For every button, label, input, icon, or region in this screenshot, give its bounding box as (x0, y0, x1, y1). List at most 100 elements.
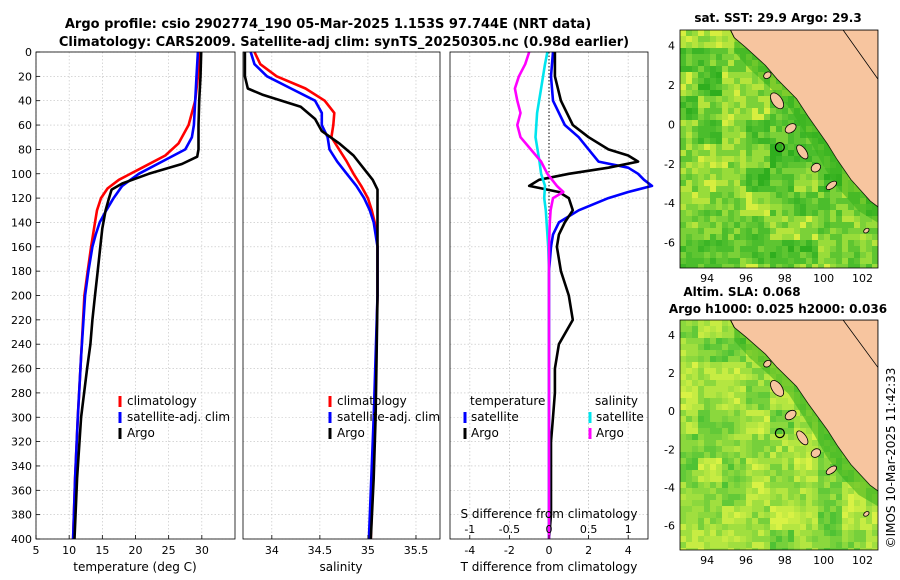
map-y-tick-label: 0 (668, 118, 675, 131)
x-tick-label: 5 (33, 544, 40, 557)
legend-climatology: climatology (337, 394, 407, 408)
island (863, 227, 870, 234)
y-tick-label: 260 (11, 363, 32, 376)
map-x-tick-label: 100 (813, 272, 834, 285)
x-top-tick-label: -0.5 (499, 523, 520, 536)
map-y-tick-label: -4 (664, 197, 675, 210)
island (796, 144, 809, 160)
map-x-tick-label: 96 (739, 554, 753, 567)
legend-salinity-heading: salinity (595, 394, 638, 408)
temperature-xlabel: temperature (deg C) (73, 560, 196, 574)
island (825, 180, 838, 191)
malay-peninsula (842, 30, 878, 80)
salinity-xlabel: salinity (319, 560, 362, 574)
y-tick-label: 160 (11, 241, 32, 254)
map-y-tick-label: -6 (664, 236, 675, 249)
map-x-tick-label: 102 (852, 554, 873, 567)
sla-map-subtitle: Argo h1000: 0.025 h2000: 0.036 (669, 302, 887, 316)
y-tick-label: 140 (11, 216, 32, 229)
island (810, 162, 821, 173)
imos-watermark: ©IMOS 10-Mar-2025 11:42:33 (884, 368, 898, 549)
x-tick-label: 2 (585, 544, 592, 557)
x-tick-label: 15 (95, 544, 109, 557)
map-y-tick-label: 2 (668, 367, 675, 380)
y-tick-label: 320 (11, 436, 32, 449)
x-tick-label: -4 (464, 544, 475, 557)
map-x-tick-label: 94 (700, 554, 714, 567)
x-top-tick-label: -1 (464, 523, 475, 536)
y-tick-label: 240 (11, 338, 32, 351)
island (784, 409, 797, 421)
map-frame (679, 319, 879, 551)
series-line-argo (243, 52, 379, 540)
x-tick-label: 25 (162, 544, 176, 557)
map-field (680, 320, 878, 550)
argo-float-marker (774, 428, 785, 439)
series-line-argo (73, 51, 203, 540)
map-y-tick-label: -4 (664, 481, 675, 494)
y-tick-label: 20 (18, 70, 32, 83)
legend-t-argo: Argo (471, 426, 499, 440)
y-tick-label: 100 (11, 168, 32, 181)
island (825, 465, 838, 475)
t-difference-xlabel: T difference from climatology (460, 560, 638, 574)
y-tick-label: 120 (11, 192, 32, 205)
sst-map: 94 96 98 100 102 4 2 0 -2 -4 -6 (664, 29, 879, 285)
island (810, 448, 821, 458)
salinity-profile-plot: 34 34.5 35 35.5 (242, 51, 441, 557)
legend-t-satellite: satellite (471, 410, 519, 424)
sla-map-title: Altim. SLA: 0.068 (683, 285, 800, 299)
island (770, 92, 785, 110)
map-y-tick-label: -6 (664, 519, 675, 532)
y-tick-label: 40 (18, 95, 32, 108)
coastal-band (734, 37, 878, 223)
series-line-satellite-adj-clim (71, 51, 200, 540)
legend-argo: Argo (337, 426, 365, 440)
x-tick-label: 20 (129, 544, 143, 557)
y-tick-label: 80 (18, 143, 32, 156)
legend-climatology: climatology (127, 394, 197, 408)
map-x-tick-label: 102 (852, 272, 873, 285)
temperature-profile-plot: 5 10 15 20 25 3002040608010012014016018020022… (11, 46, 236, 557)
map-y-tick-label: 0 (668, 405, 675, 418)
x-top-tick-label: 0 (546, 523, 553, 536)
map-field (680, 30, 878, 268)
plot-frame (242, 51, 441, 540)
map-y-tick-label: -2 (664, 158, 675, 171)
x-top-tick-label: 1 (625, 523, 632, 536)
island (784, 123, 797, 134)
temperature-legend: climatology satellite-adj. clim Argo (118, 394, 230, 440)
y-tick-label: 380 (11, 509, 32, 522)
coastal-band (734, 327, 878, 507)
series-line-t-argo (527, 52, 640, 540)
island (796, 430, 809, 446)
map-y-tick-label: 4 (668, 40, 675, 53)
y-tick-label: 200 (11, 290, 32, 303)
island (763, 71, 772, 80)
y-tick-label: 300 (11, 411, 32, 424)
x-tick-label: 4 (625, 544, 632, 557)
x-tick-label: 34 (265, 544, 279, 557)
series-line-s-argo (513, 51, 565, 539)
title-line-2: Climatology: CARS2009. Satellite-adj cli… (59, 35, 629, 50)
island (763, 359, 772, 368)
x-tick-label: 30 (195, 544, 209, 557)
y-tick-label: 60 (18, 119, 32, 132)
x-top-tick-label: 0.5 (580, 523, 598, 536)
legend-s-satellite: satellite (596, 410, 644, 424)
difference-profile-plot: -4 -2 0 2 4 -1 -0.5 0 0.5 1 (449, 51, 654, 557)
legend-argo: Argo (127, 426, 155, 440)
x-tick-label: 0 (546, 544, 553, 557)
legend-temperature-heading: temperature (470, 394, 545, 408)
legend-s-argo: Argo (596, 426, 624, 440)
difference-legend: temperature salinity satellite Argo sate… (463, 394, 644, 440)
y-tick-label: 180 (11, 265, 32, 278)
y-tick-label: 280 (11, 387, 32, 400)
map-x-tick-label: 96 (739, 272, 753, 285)
legend-satellite-adj-clim: satellite-adj. clim (337, 410, 440, 424)
y-tick-label: 0 (25, 46, 32, 59)
x-tick-label: 35 (361, 544, 375, 557)
x-tick-label: -2 (504, 544, 515, 557)
map-x-tick-label: 100 (813, 554, 834, 567)
